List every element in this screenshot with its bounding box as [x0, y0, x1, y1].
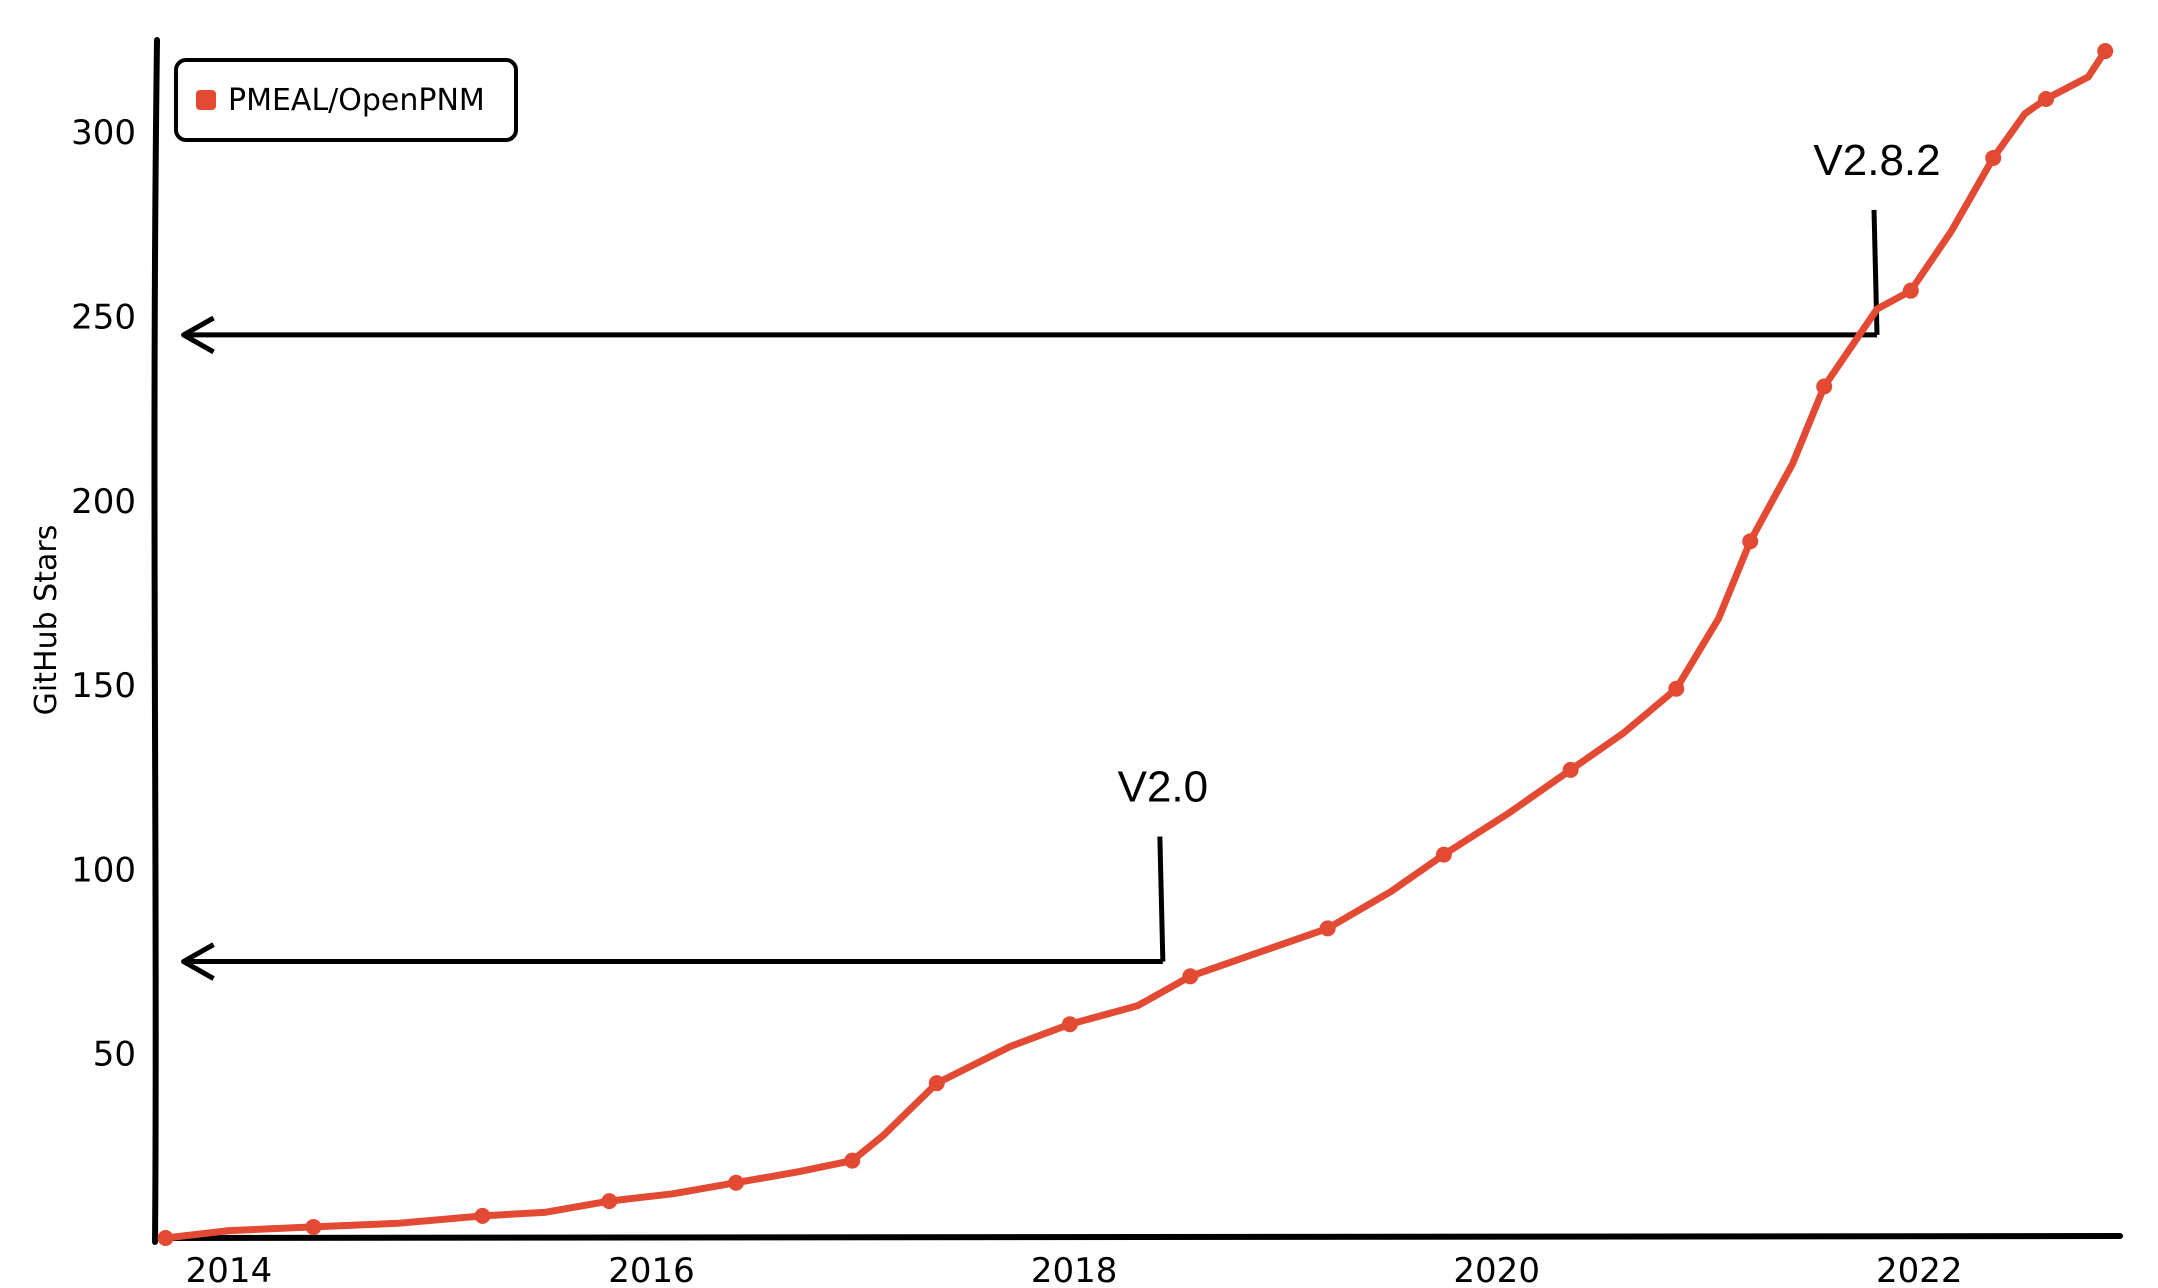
legend-label: PMEAL/OpenPNM — [228, 83, 485, 118]
series-point — [844, 1152, 861, 1169]
legend-box — [174, 58, 518, 142]
annotation-label: V2.0 — [1118, 763, 1209, 812]
y-tick-label: 250 — [71, 297, 136, 337]
series-point — [157, 1230, 174, 1246]
series-point — [728, 1174, 745, 1191]
x-tick-label: 2022 — [1876, 1251, 1963, 1288]
annotation-1: V2.8.2 — [181, 136, 1941, 355]
series-line-pmeal-openpnm — [162, 47, 2109, 1242]
y-tick-label: 300 — [71, 113, 136, 153]
y-tick-label: 50 — [93, 1035, 136, 1075]
series-markers — [157, 43, 2114, 1246]
y-tick-label: 150 — [71, 666, 136, 706]
x-tick-label: 2014 — [186, 1251, 273, 1288]
series-point — [305, 1218, 322, 1235]
series-point — [1061, 1016, 1078, 1033]
x-tick-label: 2016 — [608, 1251, 695, 1288]
x-tick-labels: 2014 2016 2018 2020 2022 — [186, 1251, 1963, 1288]
series-point — [2038, 90, 2055, 107]
series-point — [1816, 378, 1833, 395]
chart-axes — [151, 37, 2123, 1245]
annotations: V2.0 V2.8.2 — [181, 136, 1941, 981]
y-tick-labels: 50 100 150 200 250 300 — [71, 113, 136, 1075]
series-point — [474, 1207, 491, 1224]
annotation-marker-line — [1157, 836, 1166, 962]
series-point — [1902, 282, 1919, 299]
y-tick-label: 100 — [71, 850, 136, 890]
annotation-label: V2.8.2 — [1813, 136, 1940, 185]
series-point — [1435, 846, 1452, 863]
legend-swatch — [196, 90, 216, 110]
series-point — [1985, 149, 2002, 166]
annotation-arrow-head — [181, 942, 215, 981]
y-axis-line — [151, 37, 160, 1245]
x-tick-label: 2018 — [1031, 1251, 1118, 1288]
x-axis-line — [152, 1233, 2123, 1242]
series-point — [1562, 761, 1579, 778]
annotation-arrow-head — [181, 315, 215, 355]
series-point — [1182, 968, 1199, 985]
series-point — [1742, 533, 1759, 550]
series-point — [1319, 920, 1336, 937]
annotation-0: V2.0 — [181, 763, 1209, 981]
series-point — [1668, 680, 1685, 697]
y-tick-label: 200 — [71, 482, 136, 522]
x-tick-label: 2020 — [1453, 1251, 1540, 1288]
y-axis-title: GitHub Stars — [29, 525, 64, 716]
series-point — [601, 1193, 618, 1210]
legend: PMEAL/OpenPNM — [174, 58, 518, 142]
series-layer — [157, 43, 2114, 1246]
series-point — [928, 1075, 945, 1092]
series-point — [2097, 43, 2114, 60]
